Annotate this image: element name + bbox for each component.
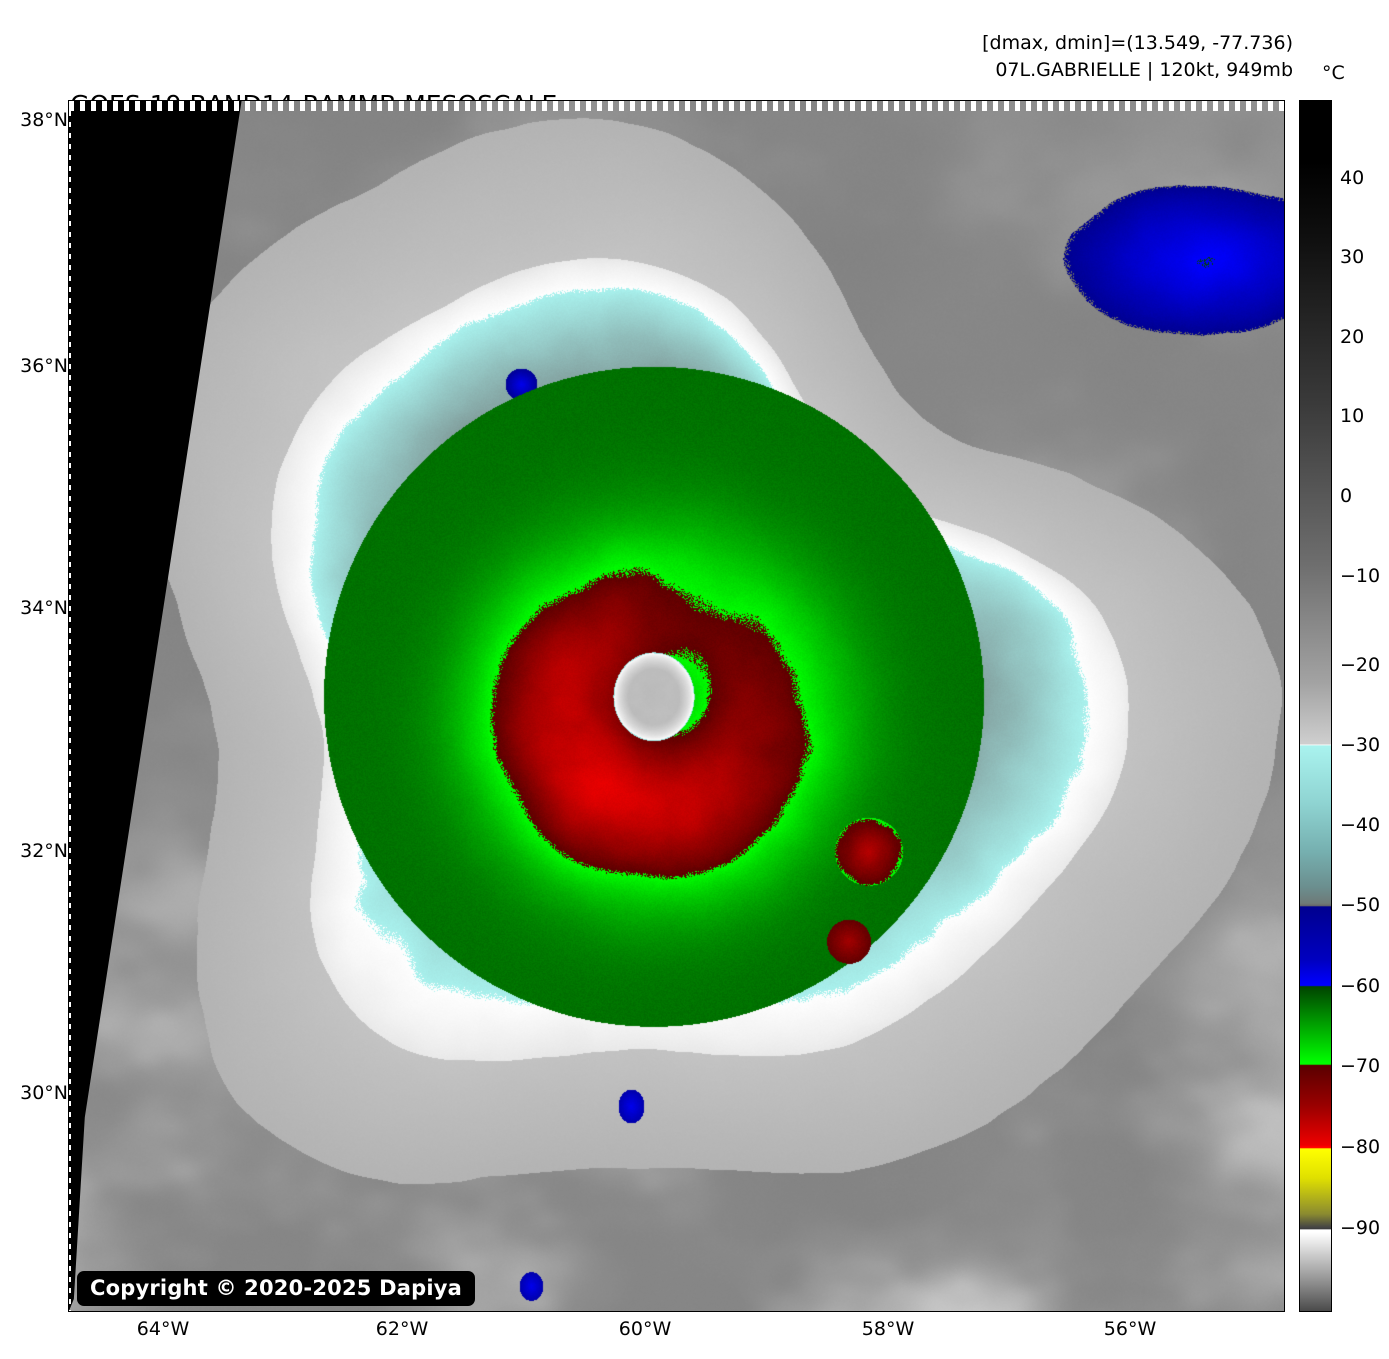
colorbar-tick--20: −20 (1340, 654, 1381, 676)
colorbar-tick--90: −90 (1340, 1217, 1381, 1239)
colorbar-tick-40: 40 (1340, 167, 1365, 189)
longitude-tick-62: 62°W (375, 1318, 429, 1340)
copyright-watermark: Copyright © 2020-2025 Dapiya (77, 1271, 475, 1306)
dmax-dmin-label: [dmax, dmin]=(13.549, -77.736) (982, 32, 1293, 54)
graticule-meridian-64 (69, 111, 71, 1311)
graticule-parallel-32 (69, 107, 1284, 109)
latitude-tick-30: 30°N (20, 1082, 68, 1104)
longitude-tick-56: 56°W (1103, 1318, 1157, 1340)
graticule-parallel-36 (69, 103, 1284, 105)
graticule-parallel-38 (69, 101, 1284, 103)
colorbar-tick--50: −50 (1340, 894, 1381, 916)
graticule-parallel-34 (69, 105, 1284, 107)
colorbar-tick-10: 10 (1340, 405, 1365, 427)
latitude-tick-32: 32°N (20, 840, 68, 862)
colorbar-tick-20: 20 (1340, 326, 1365, 348)
colorbar-unit-label: °C (1322, 62, 1345, 84)
latitude-tick-38: 38°N (20, 109, 68, 131)
graticule-parallel-30 (69, 109, 1284, 111)
colorbar-tick-0: 0 (1340, 485, 1353, 507)
colorbar-tick--60: −60 (1340, 975, 1381, 997)
colorbar-tick--40: −40 (1340, 814, 1381, 836)
latitude-tick-36: 36°N (20, 355, 68, 377)
storm-info-label: 07L.GABRIELLE | 120kt, 949mb (995, 59, 1293, 81)
colorbar-tick--30: −30 (1340, 734, 1381, 756)
longitude-tick-64: 64°W (136, 1318, 190, 1340)
colorbar-tick--70: −70 (1340, 1055, 1381, 1077)
graticule-overlay (69, 101, 1284, 1311)
colorbar-tick-30: 30 (1340, 246, 1365, 268)
infrared-imagery-layer (69, 101, 1284, 1311)
longitude-tick-58: 58°W (861, 1318, 915, 1340)
satellite-image-plot: Copyright © 2020-2025 Dapiya (68, 100, 1285, 1312)
longitude-tick-60: 60°W (618, 1318, 672, 1340)
colorbar-tick--10: −10 (1340, 565, 1381, 587)
colorbar-tick--80: −80 (1340, 1136, 1381, 1158)
latitude-tick-34: 34°N (20, 597, 68, 619)
metadata-block: [dmax, dmin]=(13.549, -77.736) 07L.GABRI… (982, 30, 1293, 84)
temperature-colorbar (1299, 100, 1332, 1312)
